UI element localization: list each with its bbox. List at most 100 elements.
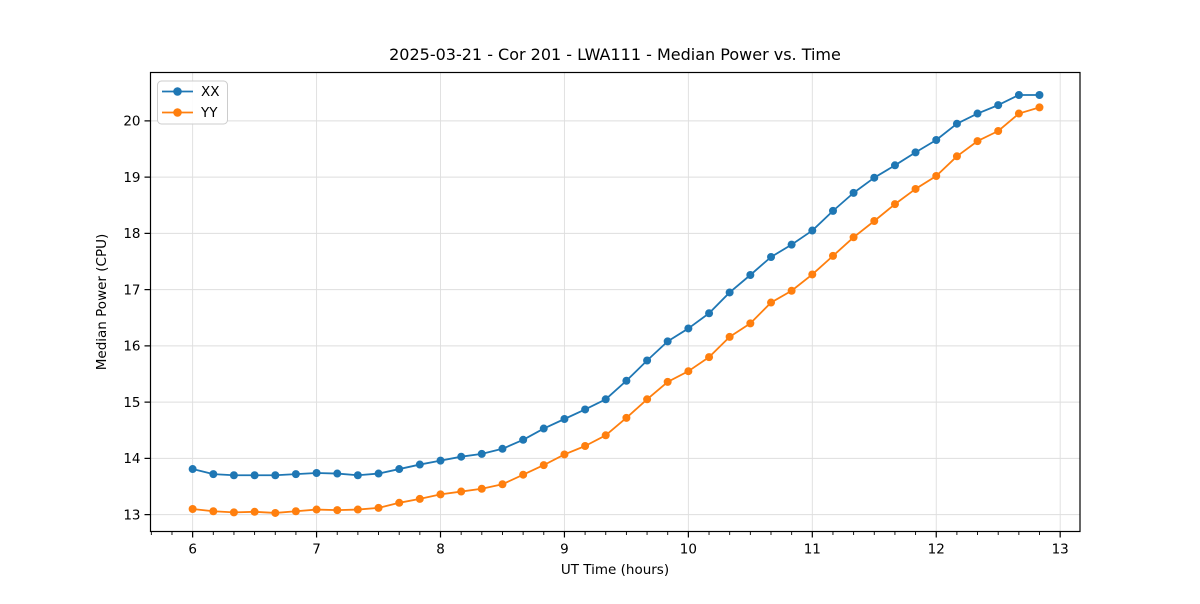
y-tick-label: 14 <box>123 451 140 467</box>
series-layer <box>188 91 1044 517</box>
data-point-yy <box>932 172 941 180</box>
data-point-yy <box>849 233 858 242</box>
y-tick-label: 17 <box>123 282 140 298</box>
data-point-yy <box>787 286 796 295</box>
data-point-yy <box>395 498 404 507</box>
legend-label-yy: YY <box>200 105 218 121</box>
x-axis-label: UT Time (hours) <box>561 562 669 578</box>
data-point-xx <box>684 324 693 333</box>
x-tick-label: 11 <box>804 542 821 558</box>
data-point-yy <box>705 353 714 362</box>
y-tick-label: 20 <box>123 114 140 130</box>
data-point-xx <box>519 435 528 444</box>
tick-layer <box>144 120 1061 538</box>
y-tick-label: 15 <box>123 395 140 411</box>
data-point-yy <box>808 270 817 279</box>
data-point-yy <box>725 332 734 341</box>
grid-layer <box>150 72 1080 532</box>
series-line-yy <box>191 106 1041 514</box>
data-point-xx <box>952 119 961 128</box>
data-point-yy <box>312 505 321 514</box>
y-tick-label: 13 <box>123 507 140 523</box>
data-point-yy <box>746 319 755 328</box>
data-point-yy <box>229 508 238 517</box>
data-point-xx <box>291 470 300 479</box>
data-point-yy <box>890 200 899 209</box>
data-point-xx <box>436 456 445 465</box>
data-point-yy <box>663 377 672 386</box>
data-point-yy <box>374 503 383 512</box>
data-point-yy <box>209 507 218 516</box>
data-point-xx <box>374 469 383 478</box>
data-point-yy <box>643 395 652 404</box>
data-point-xx <box>271 471 280 480</box>
data-point-yy <box>188 505 197 513</box>
data-point-yy <box>415 494 424 503</box>
plot-frame <box>149 71 1081 533</box>
data-point-xx <box>581 405 590 414</box>
y-tick-label: 18 <box>123 226 140 242</box>
data-point-yy <box>353 505 362 514</box>
data-point-xx <box>643 356 652 365</box>
data-point-xx <box>808 226 817 235</box>
data-point-xx <box>973 109 982 118</box>
x-tick-label: 10 <box>680 542 697 558</box>
data-point-yy <box>291 507 300 516</box>
data-point-xx <box>477 449 486 458</box>
data-point-yy <box>519 470 528 479</box>
data-point-yy <box>581 442 590 450</box>
chart-title: 2025-03-21 - Cor 201 - LWA111 - Median P… <box>389 45 841 64</box>
data-point-xx <box>560 415 569 423</box>
y-axis-label: Median Power (CPU) <box>94 234 110 370</box>
y-tick-label: 16 <box>123 339 140 355</box>
data-point-xx <box>890 161 899 170</box>
legend-marker-xx <box>173 87 182 96</box>
data-point-yy <box>539 461 548 470</box>
data-point-xx <box>353 471 362 480</box>
data-point-yy <box>684 367 693 376</box>
data-point-xx <box>457 452 466 461</box>
data-point-xx <box>601 395 610 404</box>
data-point-xx <box>333 469 342 478</box>
data-point-yy <box>436 490 445 499</box>
x-tick-label: 9 <box>560 542 569 558</box>
data-point-yy <box>601 431 610 440</box>
data-point-yy <box>973 137 982 146</box>
data-point-yy <box>271 508 280 517</box>
data-point-xx <box>705 309 714 318</box>
data-point-xx <box>994 101 1003 110</box>
data-point-xx <box>829 206 837 215</box>
data-point-xx <box>787 240 796 249</box>
data-point-yy <box>994 127 1003 135</box>
data-point-yy <box>622 413 631 422</box>
data-point-xx <box>250 471 259 480</box>
data-point-yy <box>1014 109 1023 118</box>
legend-marker-yy <box>173 108 182 117</box>
tick-label-layer: 6 7 8 9 10 11 12 13 13 14 15 16 17 18 19 20 <box>123 114 1068 558</box>
data-point-xx <box>1035 91 1044 99</box>
data-point-xx <box>188 465 197 474</box>
data-point-yy <box>498 480 507 489</box>
x-tick-label: 13 <box>1052 542 1069 558</box>
data-point-xx <box>767 253 776 261</box>
data-point-xx <box>229 471 238 480</box>
data-point-xx <box>1014 91 1023 99</box>
legend: XX YY <box>157 80 228 125</box>
data-point-xx <box>312 469 321 477</box>
data-point-yy <box>911 184 920 193</box>
data-point-xx <box>209 470 218 479</box>
data-point-yy <box>457 487 466 496</box>
y-tick-label: 19 <box>123 170 140 186</box>
legend-label-xx: XX <box>201 84 220 100</box>
data-point-xx <box>746 271 755 279</box>
series-yy <box>188 103 1044 517</box>
data-point-xx <box>849 188 858 197</box>
data-point-xx <box>932 136 941 144</box>
data-point-xx <box>911 148 920 157</box>
data-point-xx <box>870 173 879 182</box>
data-point-xx <box>725 288 734 297</box>
x-tick-label: 8 <box>436 542 445 558</box>
data-point-yy <box>1035 103 1044 112</box>
